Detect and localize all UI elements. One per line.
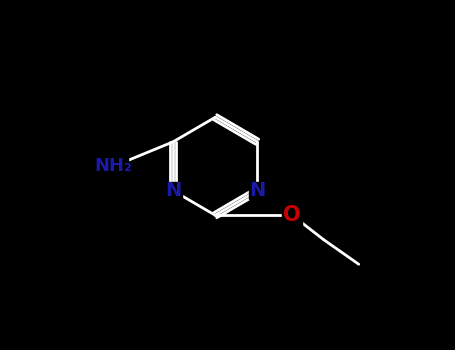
Bar	[249, 182, 266, 199]
Text: N: N	[249, 181, 265, 200]
Text: N: N	[165, 181, 182, 200]
Text: O: O	[283, 205, 301, 225]
Bar	[283, 205, 302, 225]
Bar	[99, 152, 128, 181]
Bar	[165, 182, 182, 199]
Text: NH₂: NH₂	[95, 157, 133, 175]
